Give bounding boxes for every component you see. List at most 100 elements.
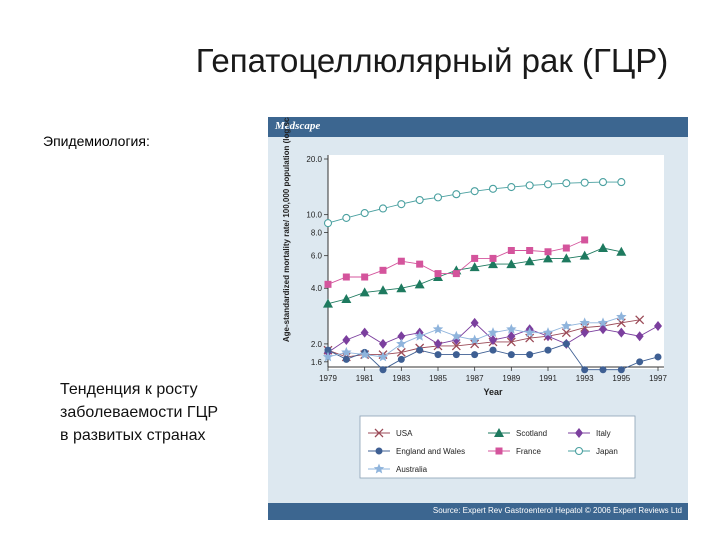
data-point-england-and-wales <box>489 346 497 354</box>
data-point-japan <box>433 193 443 202</box>
data-point-japan <box>507 183 516 192</box>
x-tick-label: 1991 <box>539 374 557 383</box>
legend-marker <box>375 447 383 455</box>
data-point-france <box>434 270 442 278</box>
data-point-italy <box>507 331 516 342</box>
series-australia <box>322 311 627 362</box>
data-point-japan <box>323 219 333 228</box>
data-point-japan <box>452 190 461 199</box>
data-point-italy <box>489 334 497 345</box>
legend-item-italy: Italy <box>568 428 611 438</box>
data-point-australia <box>616 311 627 322</box>
data-point-france <box>379 266 387 274</box>
legend-item-scotland: Scotland <box>488 428 547 438</box>
data-point-australia <box>561 320 572 331</box>
data-point-usa <box>635 315 645 325</box>
series-line-usa <box>327 319 640 358</box>
data-point-scotland <box>579 250 590 260</box>
data-point-japan <box>397 200 406 209</box>
legend-marker <box>575 428 583 438</box>
data-point-france <box>342 273 350 281</box>
legend: USA Scotland Italy England and Wales France J… <box>359 415 636 479</box>
data-point-japan <box>543 180 553 189</box>
data-point-england-and-wales <box>397 355 405 363</box>
data-point-england-and-wales <box>581 366 589 374</box>
y-tick-label: 2.0 <box>311 340 323 349</box>
figure-source: Source: Expert Rev Gastroenterol Hepatol… <box>432 506 682 515</box>
x-tick-label: 1997 <box>649 374 667 383</box>
x-axis-label: Year <box>483 387 503 397</box>
chart-figure: Medscape 1.6 2.0 4.0 6.0 8.0 10.0 20.0 1979 1981… <box>268 117 688 520</box>
data-point-england-and-wales <box>599 366 607 374</box>
data-point-france <box>581 236 589 244</box>
data-point-japan <box>617 178 626 187</box>
data-point-france <box>489 254 497 262</box>
data-point-england-and-wales <box>471 351 479 359</box>
data-point-italy <box>544 331 552 342</box>
data-point-australia <box>396 338 407 349</box>
y-tick-label: 8.0 <box>311 229 323 238</box>
legend-marker <box>373 463 385 474</box>
x-tick-label: 1993 <box>576 374 594 383</box>
data-point-scotland <box>561 253 572 263</box>
data-point-scotland <box>506 259 517 269</box>
data-point-england-and-wales <box>544 346 552 354</box>
data-point-france <box>507 246 515 254</box>
x-tick-label: 1987 <box>466 374 484 383</box>
data-point-scotland <box>323 298 333 308</box>
x-tick-label: 1981 <box>356 374 374 383</box>
data-point-scotland <box>396 283 407 293</box>
data-point-australia <box>341 346 352 357</box>
data-point-france <box>562 244 570 252</box>
legend-label: Australia <box>396 465 428 474</box>
data-point-france <box>452 270 460 278</box>
y-tick-label: 10.0 <box>306 211 322 220</box>
data-point-scotland <box>359 287 370 297</box>
data-point-scotland <box>378 285 388 295</box>
data-point-japan <box>470 187 479 196</box>
legend-label: Italy <box>596 429 611 438</box>
legend-marker <box>374 428 384 438</box>
legend-item-usa: USA <box>368 428 413 438</box>
data-point-england-and-wales <box>416 346 424 354</box>
data-point-england-and-wales <box>617 366 625 374</box>
data-point-japan <box>562 179 571 188</box>
y-tick-label: 20.0 <box>306 155 322 164</box>
legend-label: Japan <box>596 447 618 456</box>
chart-svg: 1.6 2.0 4.0 6.0 8.0 10.0 20.0 1979 1981 1983 1985 1… <box>282 117 667 479</box>
data-point-australia <box>359 349 370 360</box>
data-point-australia <box>579 317 590 328</box>
legend-box <box>359 415 636 479</box>
data-point-italy <box>379 338 387 349</box>
x-tick-label: 1979 <box>319 374 337 383</box>
x-tick-label: 1983 <box>392 374 410 383</box>
legend-marker <box>494 428 504 437</box>
legend-label: Scotland <box>516 429 547 438</box>
data-point-france <box>397 257 405 265</box>
data-point-australia <box>487 327 499 338</box>
data-point-scotland <box>488 259 498 269</box>
data-point-france <box>361 273 369 281</box>
data-point-italy <box>654 320 662 331</box>
slide-title: Гепатоцеллюлярный рак (ГЦР) <box>195 42 669 79</box>
x-tick-label: 1995 <box>612 374 630 383</box>
legend-label: USA <box>396 429 413 438</box>
series-japan <box>323 178 626 228</box>
legend-item-australia: Australia <box>368 463 428 474</box>
data-point-australia <box>322 351 334 362</box>
data-point-england-and-wales <box>526 351 534 359</box>
data-point-italy <box>470 317 479 328</box>
data-point-england-and-wales <box>324 346 332 354</box>
data-point-italy <box>599 324 607 335</box>
series-england-and-wales <box>324 340 662 374</box>
data-point-italy <box>617 327 626 338</box>
data-point-scotland <box>524 256 535 266</box>
data-point-australia <box>506 323 517 334</box>
data-point-scotland <box>598 243 608 253</box>
data-point-scotland <box>414 279 425 289</box>
data-point-england-and-wales <box>654 353 662 361</box>
series-scotland <box>323 243 627 308</box>
x-tick-label: 1985 <box>429 374 447 383</box>
data-point-england-and-wales <box>452 351 460 359</box>
data-point-scotland <box>469 262 480 272</box>
